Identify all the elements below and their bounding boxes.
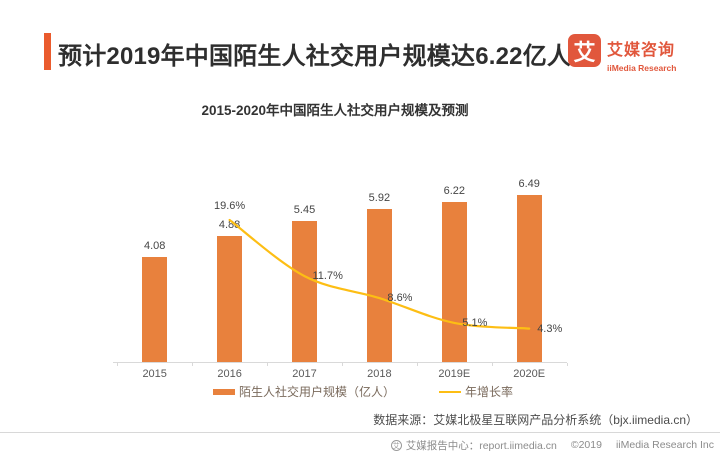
x-axis-tick (341, 363, 343, 366)
bar-2020E (516, 194, 542, 362)
bar-value-label-2015: 4.08 (143, 239, 166, 252)
bar-value-label-2019E: 6.22 (443, 184, 465, 197)
footer-divider (0, 432, 720, 433)
growth-point-label-2016: 19.6% (213, 200, 246, 212)
data-source-note: 数据来源：艾媒北极星互联网产品分析系统（bjx.iimedia.cn） (373, 413, 698, 427)
bar-series-swatch (212, 388, 235, 395)
x-axis-label-2019E: 2019E (438, 368, 471, 380)
x-axis-label-2017: 2017 (292, 368, 317, 380)
logo-name-cn: 艾媒咨询 (607, 42, 676, 59)
growth-point-label-2020E: 4.3% (537, 322, 563, 335)
growth-point-label-2017: 11.7% (312, 270, 343, 283)
bar-2017 (292, 221, 317, 362)
report-center-link: 艾媒报告中心：report.iimedia.cn (405, 439, 557, 452)
bar-value-label-2017: 5.45 (293, 204, 316, 217)
x-axis-tick (117, 363, 119, 366)
x-axis-line (113, 362, 567, 363)
iimedia-logo: 艾 艾媒咨询 iiMedia Research (568, 34, 676, 73)
chart-title: 2015-2020年中国陌生人社交用户规模及预测 (201, 103, 469, 118)
chart-legend: 陌生人社交用户规模（亿人） 年增长率 (138, 384, 588, 399)
x-axis-tick (267, 363, 269, 366)
iimedia-logo-icon: 艾 (568, 34, 601, 67)
x-axis-tick (192, 363, 194, 366)
x-axis-label-2018: 2018 (367, 368, 392, 380)
page-title: 预计2019年中国陌生人社交用户规模达6.22亿人 (58, 43, 572, 70)
logo-name-en: iiMedia Research (607, 63, 677, 73)
x-axis-tick (566, 363, 568, 366)
bar-value-label-2018: 5.92 (368, 192, 391, 205)
legend-item-user-scale: 陌生人社交用户规模（亿人） (212, 383, 395, 400)
legend-item-growth-rate: 年增长率 (439, 383, 513, 400)
x-axis-label-2020E: 2020E (513, 368, 546, 380)
line-series-swatch (439, 390, 461, 393)
logo-text: 艾媒咨询 iiMedia Research (607, 34, 676, 73)
legend-label-growth-rate: 年增长率 (465, 385, 514, 399)
bar-value-label-2020E: 6.49 (518, 177, 540, 190)
iimedia-badge-icon: 艾 (390, 439, 402, 451)
title-accent-bar (44, 33, 51, 70)
bar-2018 (366, 209, 392, 362)
x-axis-tick (416, 363, 418, 366)
growth-point-label-2019E: 5.1% (462, 316, 488, 329)
footer: 艾 艾媒报告中心：report.iimedia.cn ©2019 iiMedia… (390, 438, 714, 452)
bar-2016 (217, 236, 243, 362)
bar-2015 (142, 256, 168, 362)
copyright-text: ©2019 (570, 439, 602, 451)
legend-label-user-scale: 陌生人社交用户规模（亿人） (238, 385, 395, 399)
growth-point-label-2018: 8.6% (387, 292, 413, 305)
x-axis-label-2015: 2015 (142, 368, 167, 380)
x-axis-tick (491, 363, 493, 366)
company-text: iiMedia Research Inc (615, 439, 714, 451)
bar-2019E (441, 201, 467, 362)
x-axis-label-2016: 2016 (217, 368, 242, 380)
bar-value-label-2016: 4.88 (218, 219, 241, 232)
